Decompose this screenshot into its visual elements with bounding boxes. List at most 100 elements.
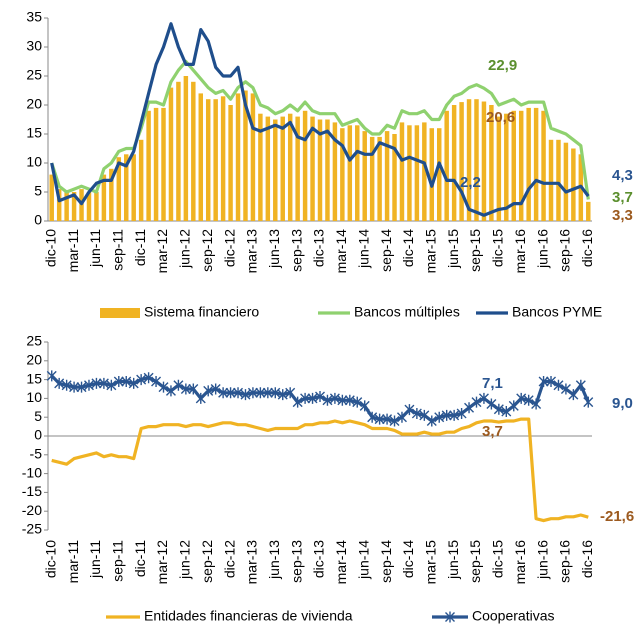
annotation: 4,3	[612, 167, 633, 184]
x-tick-label: sep-14	[378, 540, 394, 583]
marker	[292, 396, 303, 408]
marker	[419, 409, 430, 421]
y-tick-label: 10	[26, 154, 42, 170]
marker	[344, 394, 355, 406]
marker	[516, 392, 527, 404]
x-tick-label: mar-16	[512, 540, 528, 585]
bar	[563, 142, 569, 221]
marker	[143, 372, 154, 384]
bar	[176, 81, 181, 221]
marker	[560, 383, 571, 395]
x-tick-label: dic-14	[400, 229, 416, 267]
bar	[399, 122, 405, 221]
bar	[429, 128, 435, 221]
bar	[220, 96, 226, 221]
marker	[151, 375, 162, 387]
bar	[124, 154, 129, 221]
y-tick-label: 15	[26, 125, 42, 141]
marker	[523, 394, 534, 406]
marker	[501, 406, 512, 418]
x-tick-label: dic-12	[221, 540, 237, 578]
marker	[285, 387, 296, 399]
legend-label: Bancos PYME	[512, 304, 602, 320]
marker	[456, 407, 467, 419]
bar	[317, 119, 323, 221]
marker	[478, 392, 489, 404]
marker	[255, 387, 266, 399]
marker	[464, 402, 475, 414]
annotation: 3,7	[482, 423, 503, 440]
x-tick-label: jun-13	[266, 540, 282, 580]
x-tick-label: dic-15	[490, 229, 506, 267]
marker	[553, 379, 564, 391]
marker	[121, 375, 132, 387]
x-tick-label: sep-12	[199, 229, 215, 272]
bar	[250, 93, 256, 221]
marker	[531, 398, 542, 410]
x-tick-label: dic-16	[579, 540, 595, 578]
annotation: -21,6	[600, 508, 634, 525]
x-tick-label: dic-11	[132, 540, 148, 577]
y-tick-label: -5	[30, 446, 43, 462]
x-tick-label: sep-11	[109, 229, 125, 271]
y-tick-label: -15	[22, 483, 42, 499]
x-tick-label: mar-11	[65, 229, 81, 273]
y-tick-label: 25	[26, 67, 42, 83]
marker	[315, 391, 325, 403]
marker	[113, 375, 124, 387]
marker	[106, 379, 117, 391]
marker	[247, 387, 258, 399]
marker	[188, 383, 199, 395]
marker	[389, 415, 400, 427]
marker	[54, 377, 65, 389]
x-tick-label: sep-16	[557, 540, 573, 583]
x-tick-label: jun-15	[445, 540, 461, 580]
x-tick-label: dic-10	[42, 229, 58, 267]
x-tick-label: dic-13	[311, 540, 327, 578]
bar	[191, 81, 196, 221]
x-tick-label: dic-16	[579, 229, 595, 267]
marker	[359, 400, 370, 412]
bar	[362, 131, 367, 221]
bar	[71, 192, 77, 221]
x-tick-label: dic-15	[490, 540, 506, 578]
marker	[568, 389, 579, 401]
y-tick-label: -20	[22, 502, 42, 518]
legend-label: Bancos múltiples	[354, 304, 460, 320]
x-tick-label: sep-11	[109, 540, 125, 582]
bar	[377, 136, 382, 221]
legend-label: Sistema financiero	[144, 304, 259, 320]
marker	[262, 387, 273, 399]
marker	[98, 377, 109, 389]
marker	[158, 381, 169, 393]
x-tick-label: sep-12	[199, 540, 215, 583]
x-tick-label: sep-15	[467, 540, 483, 583]
bar	[436, 128, 442, 221]
x-tick-label: mar-12	[154, 229, 170, 274]
marker	[210, 383, 221, 395]
bar	[243, 90, 248, 221]
bar	[101, 174, 107, 221]
x-tick-label: sep-15	[467, 229, 483, 272]
marker	[218, 387, 229, 399]
y-tick-label: 5	[34, 408, 42, 424]
marker	[136, 374, 147, 386]
marker	[173, 379, 184, 391]
bar	[228, 105, 233, 221]
legend-label: Entidades financieras de vivienda	[144, 608, 353, 624]
bar	[183, 76, 189, 221]
bar	[49, 174, 54, 221]
x-tick-label: mar-11	[65, 540, 81, 584]
marker	[128, 377, 139, 389]
bar	[571, 148, 576, 221]
legend-label: Cooperativas	[472, 608, 555, 624]
x-tick-label: jun-16	[534, 229, 550, 269]
marker	[382, 413, 393, 425]
x-tick-label: jun-16	[534, 540, 550, 580]
bar	[146, 110, 151, 221]
y-tick-label: 10	[26, 389, 42, 405]
marker	[300, 392, 311, 404]
x-tick-label: mar-13	[244, 540, 260, 585]
bar	[548, 139, 554, 221]
